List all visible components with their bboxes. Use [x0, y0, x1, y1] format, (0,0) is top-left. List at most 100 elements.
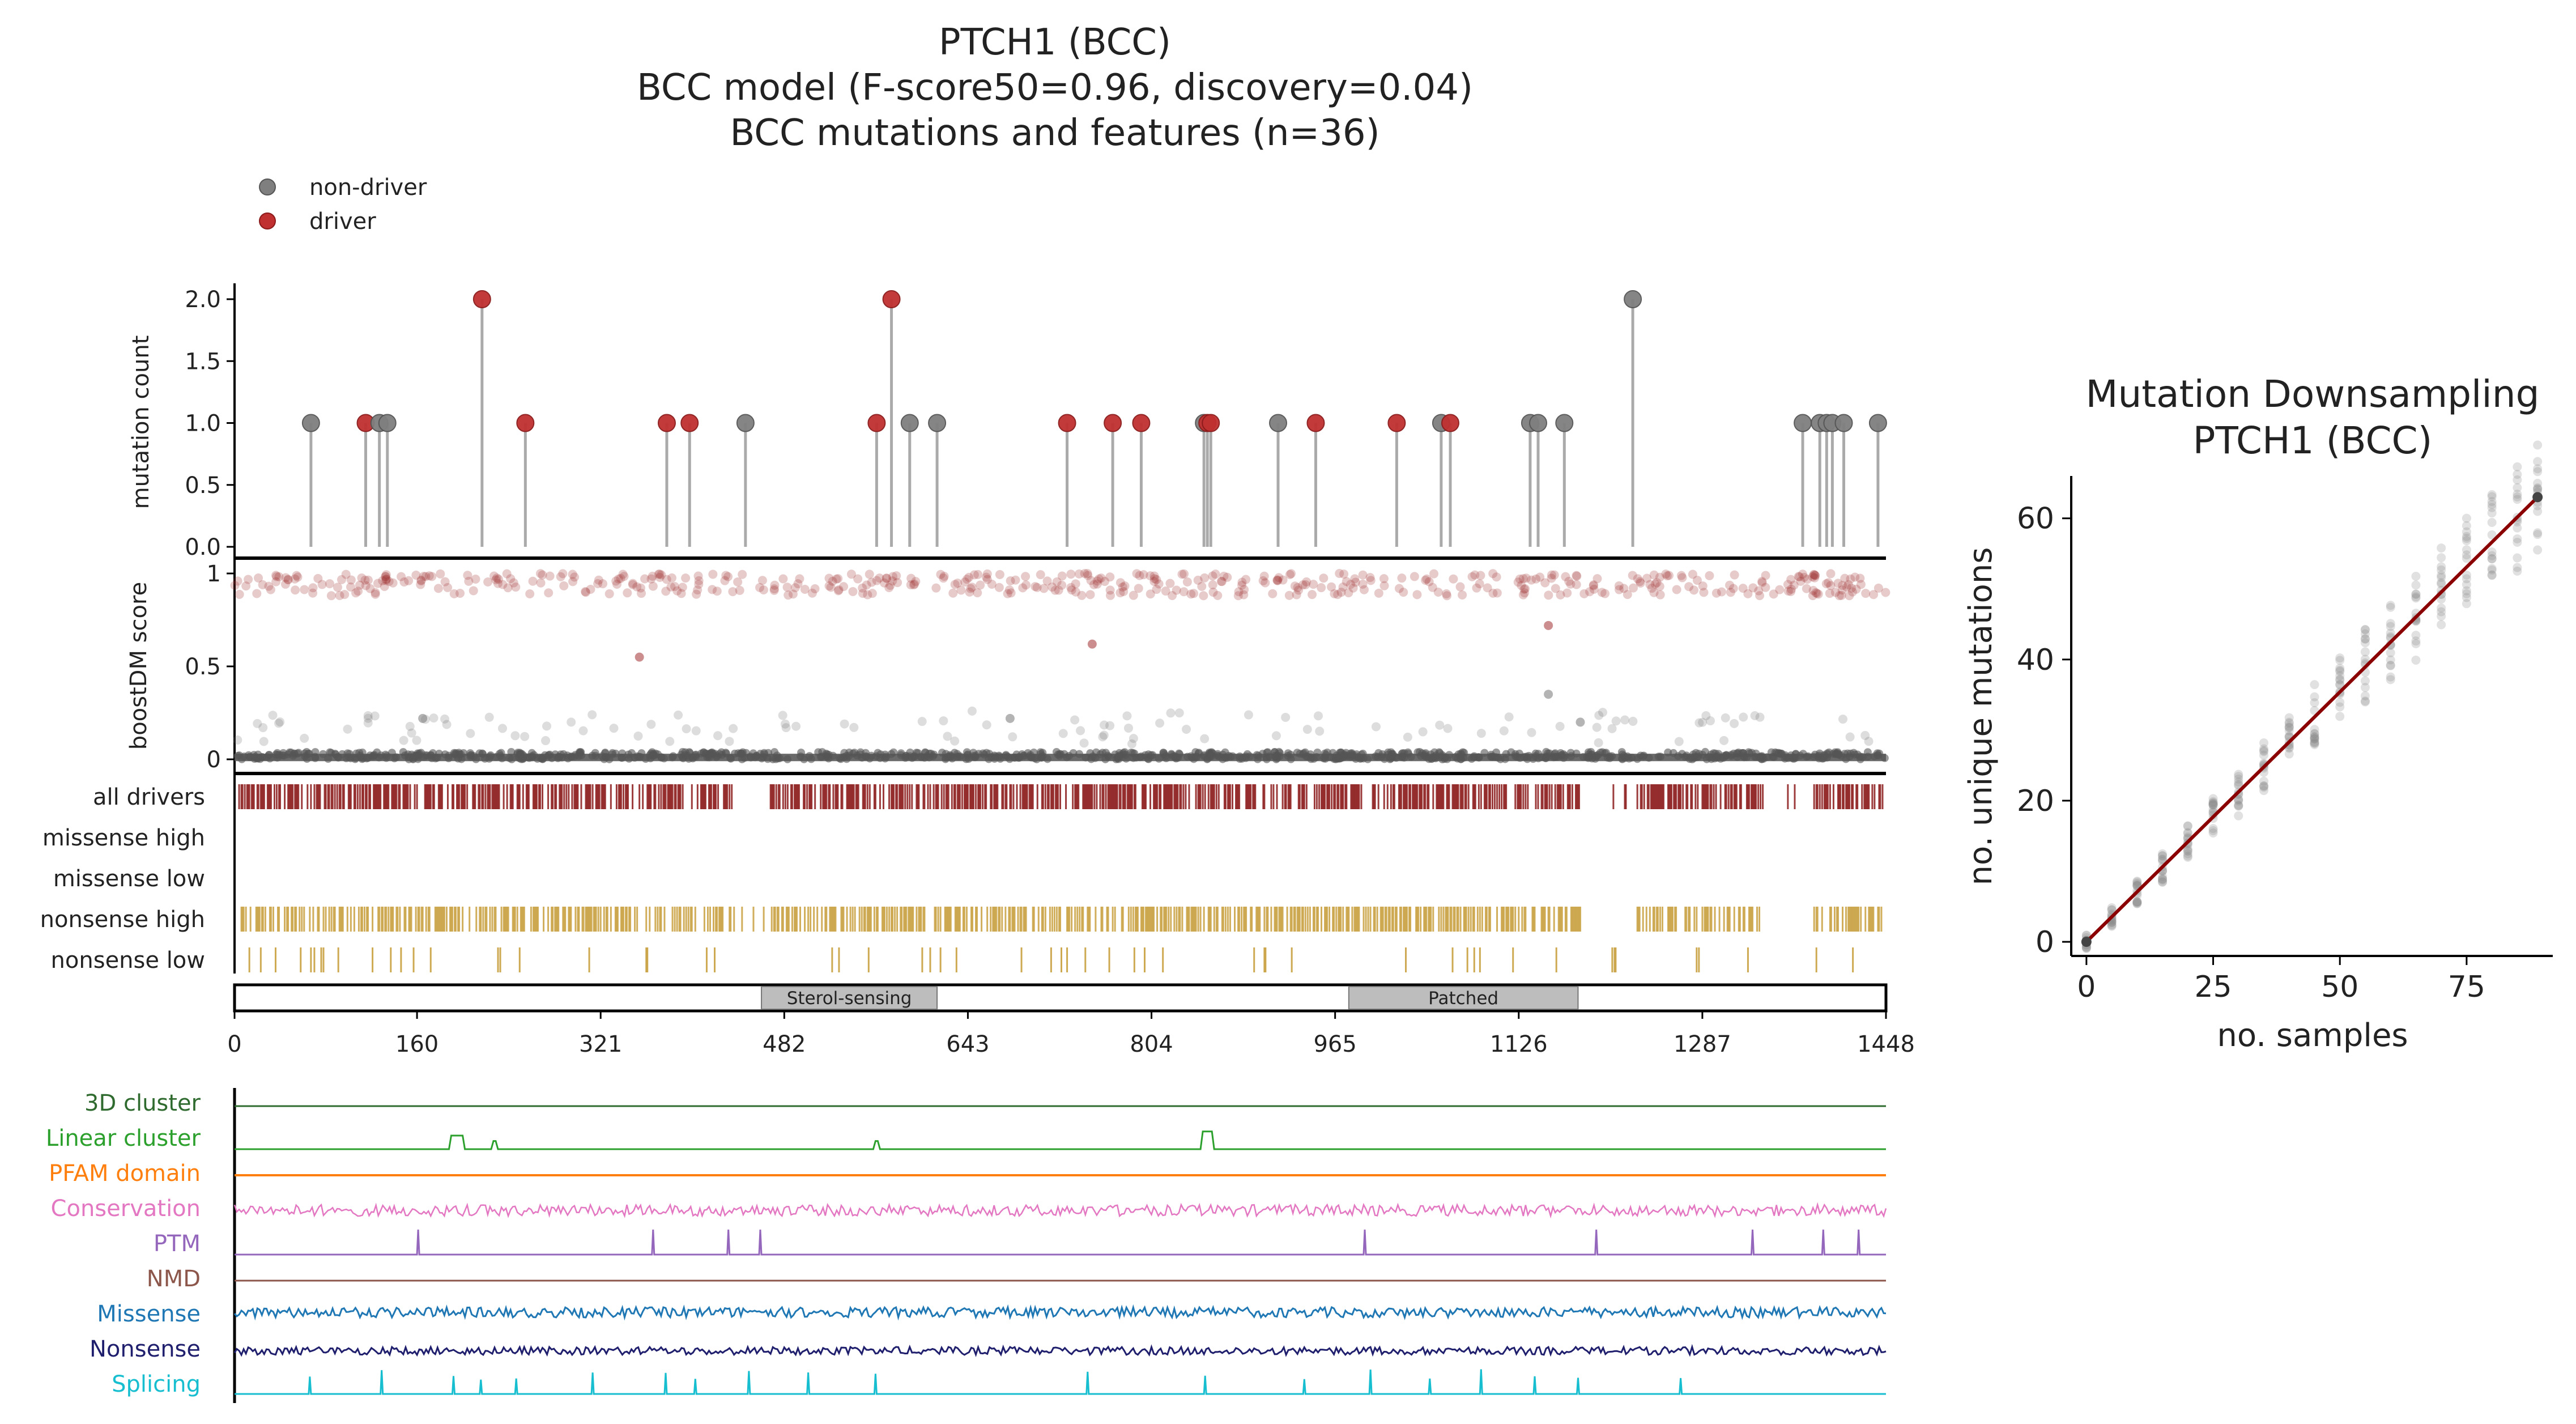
- score-nondriver-point: [1430, 748, 1438, 756]
- score-driver-point: [244, 575, 253, 584]
- score-driver-point: [1003, 589, 1012, 598]
- score-nondriver-point: [618, 754, 626, 762]
- protein-xtick-label: 804: [1130, 1031, 1173, 1057]
- score-nondriver-point: [1070, 715, 1080, 725]
- score-driver-point: [1589, 581, 1598, 590]
- score-driver-point: [800, 585, 810, 594]
- score-driver-point: [1018, 583, 1028, 593]
- score-driver-point: [536, 578, 546, 588]
- score-nondriver-point: [778, 711, 787, 720]
- downsampling-xtick-label: 75: [2448, 970, 2485, 1004]
- score-driver-point: [1572, 580, 1581, 589]
- score-driver-point: [1795, 572, 1804, 581]
- score-driver-point: [882, 573, 891, 583]
- score-nondriver-point: [1403, 732, 1412, 742]
- score-nondriver-point: [856, 748, 865, 756]
- score-driver-point: [493, 579, 503, 588]
- score-driver-point: [832, 574, 841, 584]
- score-nondriver-point: [1594, 711, 1604, 720]
- score-driver-point: [1092, 579, 1102, 589]
- downsampling-point: [2234, 772, 2243, 781]
- track-label-4: nonsense low: [51, 947, 205, 974]
- score-driver-point: [424, 571, 434, 581]
- score-driver-point: [1769, 589, 1778, 599]
- downsampling-point: [2411, 571, 2421, 581]
- score-nondriver-point: [1818, 754, 1826, 763]
- score-nondriver-point: [466, 729, 475, 738]
- score-nondriver-point: [268, 711, 278, 720]
- score-driver-point: [1628, 571, 1637, 580]
- score-driver-point: [670, 581, 679, 591]
- score-driver-point: [1561, 572, 1570, 581]
- score-driver-point: [1647, 584, 1657, 593]
- score-nondriver-point: [1692, 749, 1700, 757]
- score-driver-point: [1547, 570, 1556, 580]
- score-nondriver-point: [1124, 723, 1134, 733]
- score-driver-point: [910, 579, 919, 589]
- score-driver-point: [1293, 583, 1302, 592]
- score-driver-point: [1837, 585, 1847, 595]
- downsampling-point: [2335, 712, 2345, 721]
- score-nondriver-point: [1005, 713, 1015, 723]
- feature-label-3: Conservation: [51, 1196, 201, 1222]
- score-driver-point: [950, 580, 960, 589]
- score-driver-point: [1757, 577, 1767, 586]
- score-driver-point: [1186, 589, 1196, 599]
- score-marks: [230, 569, 1891, 763]
- score-driver-point: [1705, 571, 1714, 580]
- score-driver-point: [1066, 569, 1076, 579]
- score-driver-point: [492, 573, 501, 583]
- score-driver-point: [693, 585, 702, 595]
- score-driver-point: [1833, 579, 1843, 588]
- downsampling-point: [2310, 738, 2319, 748]
- downsampling-point: [2462, 593, 2471, 602]
- score-driver-point: [728, 587, 738, 597]
- downsampling-point: [2513, 537, 2522, 547]
- score-driver-point: [498, 580, 508, 589]
- downsampling-point: [2107, 905, 2117, 915]
- feature-label-1: Linear cluster: [46, 1125, 201, 1151]
- score-driver-point: [1052, 577, 1062, 586]
- score-driver-point: [1619, 584, 1629, 593]
- score-driver-point: [1655, 590, 1665, 600]
- score-nondriver-point: [363, 713, 373, 723]
- downsampling-point: [2437, 607, 2446, 617]
- downsampling-point: [2284, 749, 2294, 759]
- score-driver-point: [1223, 572, 1232, 582]
- score-nondriver-point: [1236, 755, 1244, 763]
- score-nondriver-point: [1856, 755, 1864, 763]
- score-nondriver-point: [1425, 755, 1433, 763]
- score-driver-point: [1286, 569, 1296, 579]
- score-nondriver-point: [259, 737, 269, 746]
- downsampling-point: [2462, 570, 2471, 580]
- score-driver-point: [795, 574, 804, 584]
- domain-box: [1348, 986, 1579, 1010]
- downsampling-point: [2132, 897, 2142, 907]
- feature-label-5: NMD: [147, 1266, 201, 1292]
- score-driver-point: [1811, 571, 1820, 580]
- score-nondriver-point: [646, 720, 656, 729]
- score-driver-point: [586, 584, 595, 594]
- lollipop-nondriver-point: [378, 414, 397, 432]
- score-nondriver-point: [1332, 754, 1340, 763]
- downsampling-point: [2513, 566, 2522, 576]
- score-driver-point: [506, 574, 516, 584]
- score-driver-point: [1794, 572, 1803, 581]
- score-nondriver-point: [1588, 754, 1596, 763]
- score-driver-point: [1519, 584, 1529, 594]
- downsampling-point: [2208, 824, 2218, 834]
- score-driver-point: [1796, 576, 1806, 586]
- score-nondriver-point: [510, 731, 520, 741]
- score-driver-point: [230, 581, 240, 590]
- score-driver-point: [1556, 590, 1565, 600]
- score-nondriver-point: [1694, 718, 1704, 728]
- score-nondriver-point: [740, 754, 749, 762]
- downsampling-point: [2437, 572, 2446, 582]
- score-driver-point: [337, 575, 347, 584]
- score-driver-point: [1628, 583, 1638, 593]
- downsampling-point: [2132, 899, 2142, 908]
- downsampling-point: [2335, 679, 2345, 689]
- score-nondriver-point: [1845, 732, 1855, 742]
- downsampling-point: [2158, 849, 2168, 858]
- downsampling-point: [2386, 602, 2395, 612]
